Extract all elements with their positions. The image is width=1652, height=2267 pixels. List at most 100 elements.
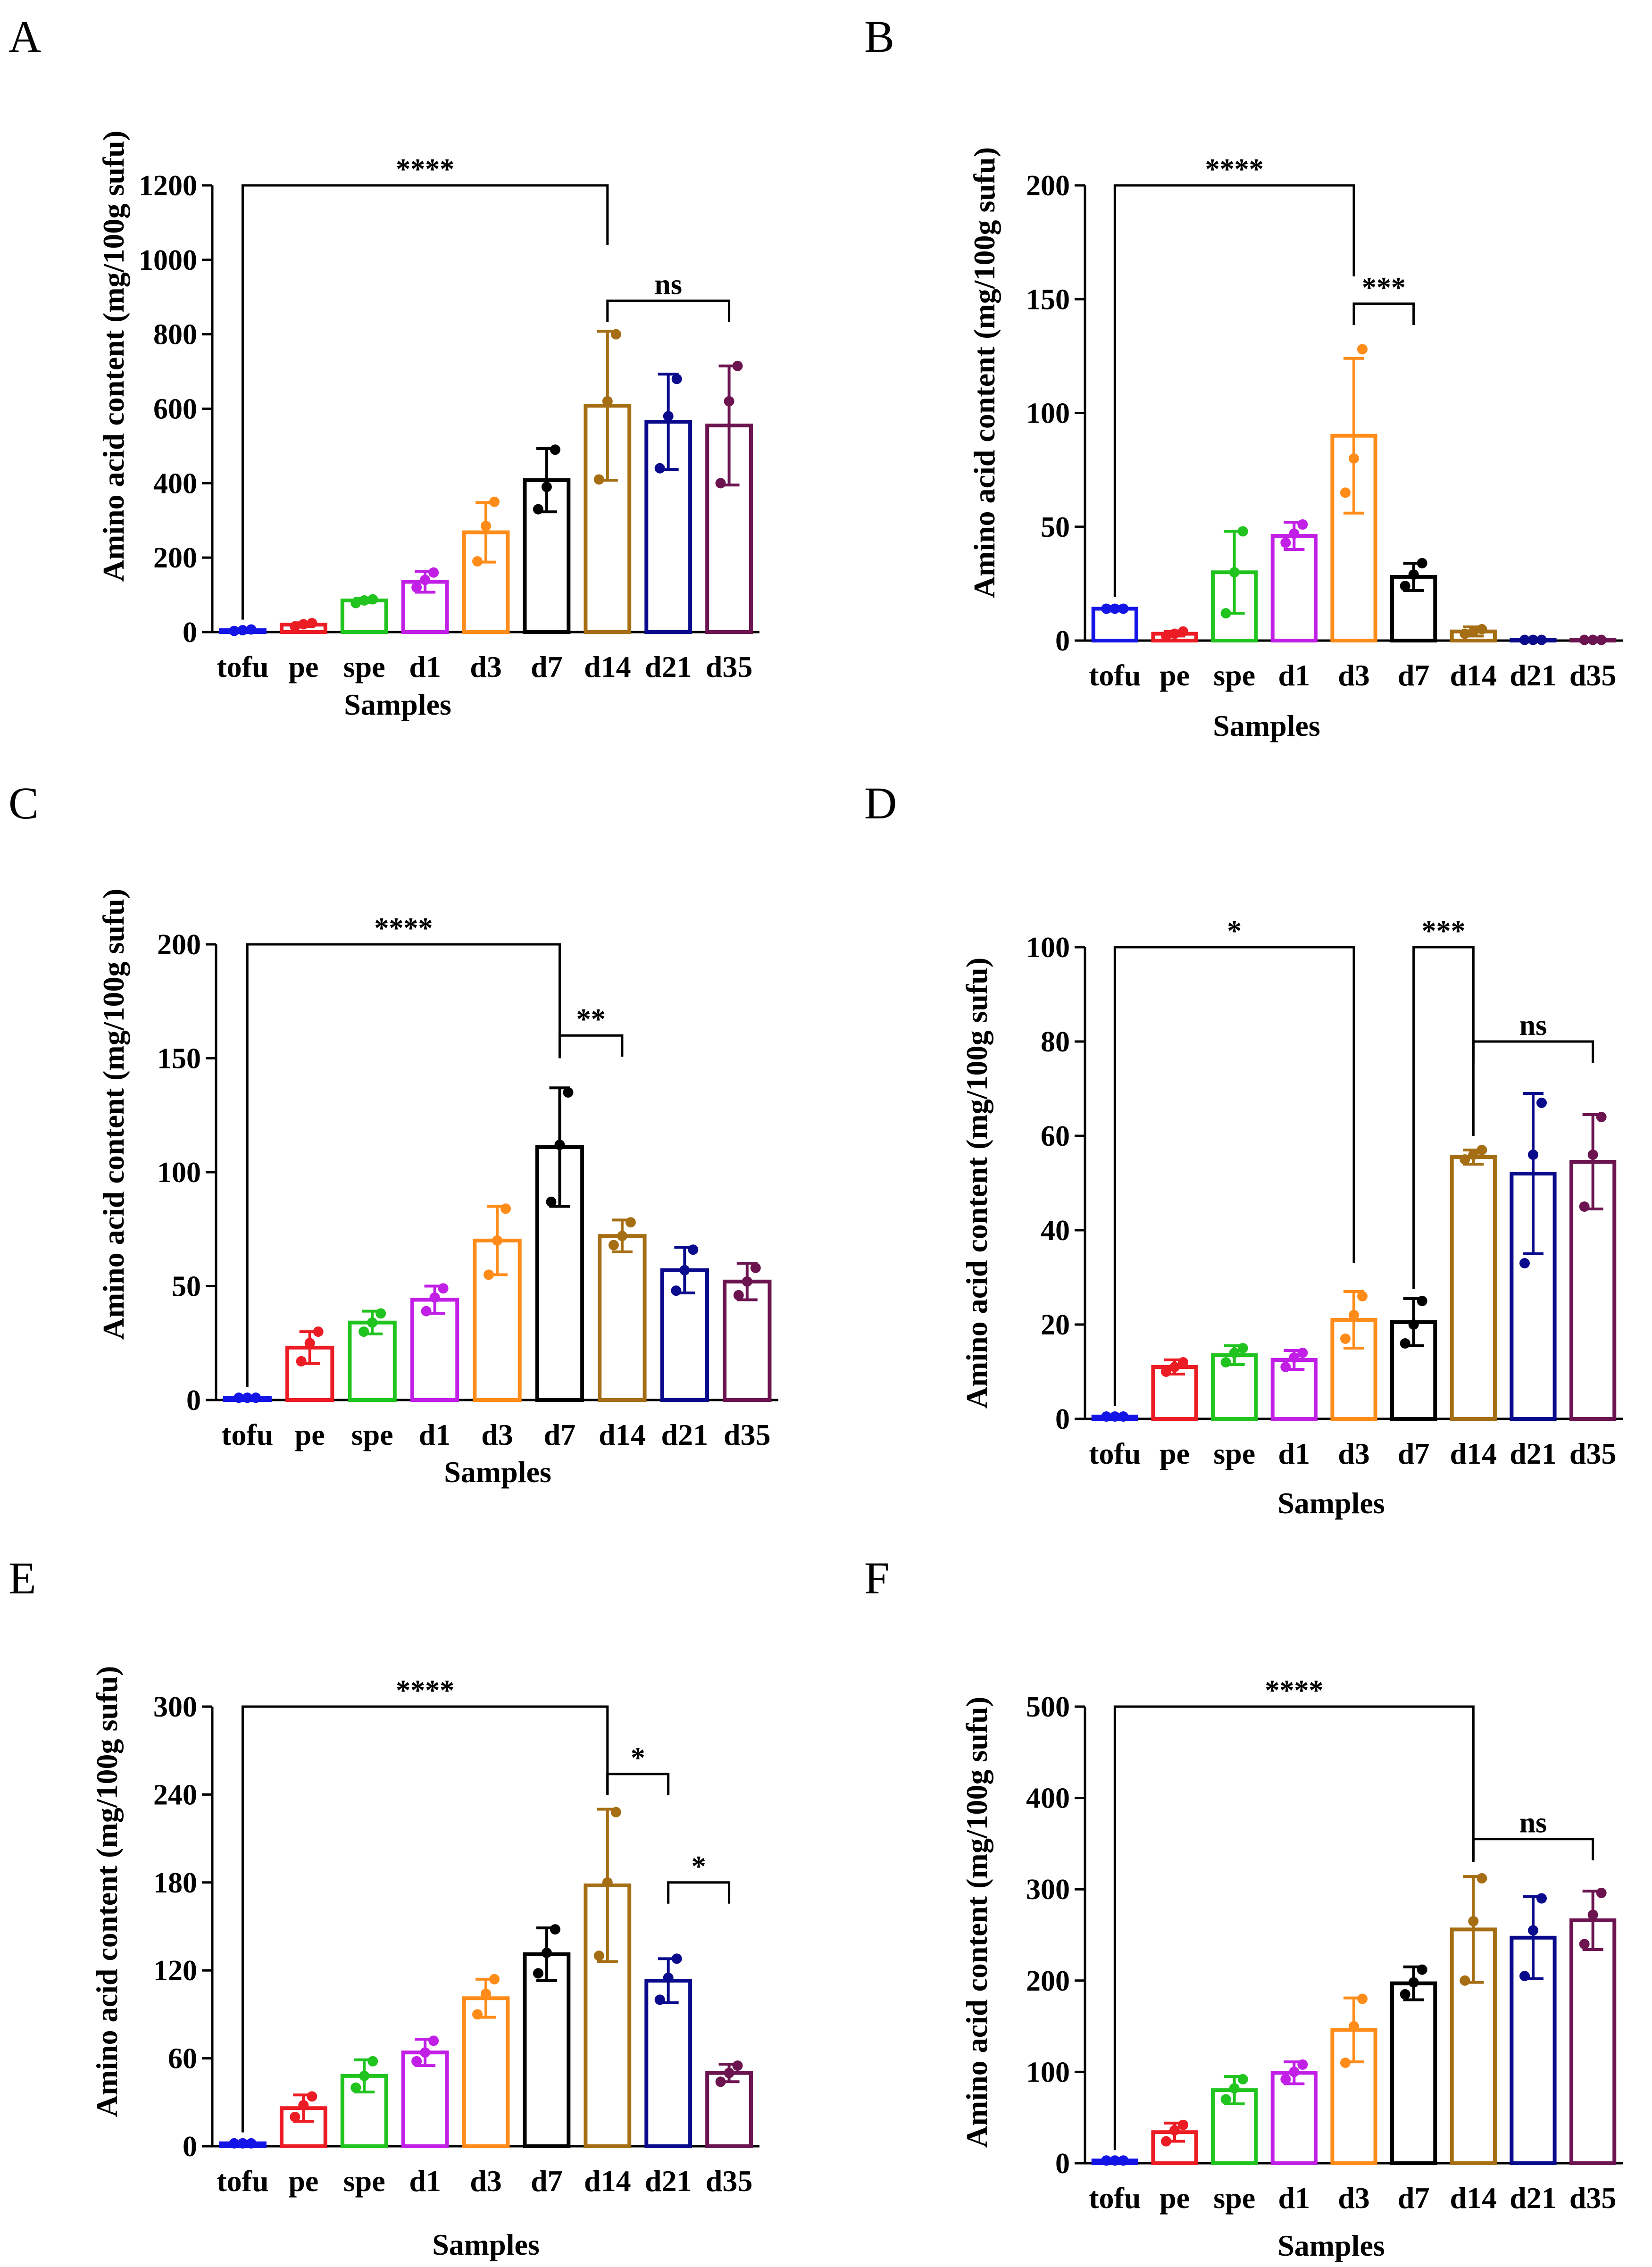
panel-f-ytick-label: 300 [1026, 1874, 1070, 1906]
panel-a-point-d21 [654, 463, 665, 474]
panel-f-point-d14 [1468, 1916, 1479, 1926]
panel-a-ytick-label: 200 [153, 542, 197, 574]
panel-f-letter: F [864, 1553, 889, 1603]
panel-d-sig-bracket [1412, 946, 1475, 1289]
panel-d-point-d7 [1400, 1338, 1410, 1349]
panel-e-point-d14 [593, 1950, 604, 1961]
panel-b-sig-bracket [1352, 302, 1415, 325]
panel-c-point-d14 [617, 1231, 627, 1242]
panel-f-ytick-label: 200 [1026, 1965, 1070, 1997]
panel-f-ytick-label: 0 [1055, 2148, 1070, 2180]
panel-f-ytick-label: 100 [1026, 2056, 1070, 2088]
panel-c-xtick-label-pe: pe [295, 1418, 325, 1451]
panel-b-point-d7 [1400, 581, 1410, 592]
panel-e-point-d7 [541, 1947, 552, 1958]
panel-e-xtick-label-pe: pe [288, 2164, 318, 2198]
panel-c-sig-label: ** [576, 1003, 606, 1035]
panel-c-ytick-label: 150 [157, 1043, 201, 1075]
panel-a-ytick-label: 1200 [139, 170, 197, 202]
panel-e-point-d7 [550, 1924, 560, 1935]
panel-a-point-d21 [663, 411, 674, 422]
panel-c-point-pe [313, 1326, 324, 1337]
panel-b-point-spe [1237, 526, 1248, 537]
panel-a-point-spe [359, 595, 370, 606]
panel-e-point-spe [350, 2082, 361, 2093]
panel-d-point-d3 [1340, 1334, 1351, 1344]
panel-d-sig-label: * [1227, 915, 1242, 947]
panel-d-point-d35 [1596, 1112, 1607, 1122]
panel-d-point-pe [1161, 1367, 1171, 1377]
panel-e-bar-d3 [462, 1996, 510, 2148]
panel-d-point-d21 [1536, 1098, 1547, 1108]
panel-d-point-pe [1169, 1362, 1180, 1372]
panel-d-point-d7 [1408, 1319, 1419, 1330]
panel-a-sig-label: ns [654, 269, 682, 301]
panel-c-point-d21 [671, 1285, 682, 1296]
panel-a-point-pe [298, 619, 309, 630]
panel-b-point-d21 [1519, 634, 1530, 645]
panel-f-sig-bracket [1113, 1705, 1475, 2150]
panel-e-point-d35 [715, 2076, 726, 2087]
panel-b-ytick-label: 50 [1041, 511, 1070, 543]
panel-e-ytick-label: 180 [153, 1867, 197, 1899]
panel-b-xtick-label-d1: d1 [1278, 658, 1310, 692]
panel-a-point-pe [307, 618, 317, 629]
panel-c-ytick-label: 0 [186, 1384, 201, 1417]
panel-d-xtick-label-tofu: tofu [1089, 1437, 1141, 1470]
panel-d-point-tofu [1118, 1411, 1129, 1422]
panel-f-point-tofu [1118, 2155, 1129, 2166]
panel-c-point-spe [359, 1326, 369, 1337]
panel-e-point-tofu [237, 2138, 248, 2149]
panel-c-point-d7 [563, 1087, 574, 1098]
panel-f-point-d7 [1400, 1989, 1410, 2000]
panel-d-point-d14 [1477, 1145, 1487, 1155]
panel-b-point-d35 [1587, 634, 1598, 645]
panel-d-ytick-label: 80 [1041, 1026, 1070, 1058]
panel-c-point-d14 [608, 1240, 619, 1250]
panel-a-point-d1 [428, 567, 439, 578]
panel-b-point-d21 [1528, 634, 1538, 645]
panel-c-letter: C [8, 778, 39, 828]
panel-e-point-d1 [411, 2056, 422, 2067]
panel-c-point-spe [367, 1317, 378, 1328]
panel-e-sig-bracket [667, 1881, 731, 1904]
panel-f-bar-d35 [1569, 1918, 1617, 2165]
panel-f-point-d35 [1596, 1887, 1607, 1898]
panel-a-xtick-label-d14: d14 [584, 650, 631, 683]
panel-e-sig-bracket [606, 1773, 670, 1795]
panel-b-point-d3 [1357, 344, 1368, 355]
panel-c-ytick-label: 50 [172, 1271, 201, 1303]
panel-e-point-d21 [663, 1972, 674, 1983]
panel-d-point-spe [1237, 1343, 1248, 1353]
panel-f-xtick-label-pe: pe [1160, 2181, 1190, 2215]
panel-e-sig-label: * [692, 1850, 706, 1883]
panel-e-point-pe [298, 2100, 309, 2111]
panel-e-ytick-label: 240 [153, 1779, 197, 1811]
panel-a-ytick-label: 800 [153, 319, 197, 351]
panel-a-point-d7 [541, 482, 552, 492]
panel-a-point-d7 [550, 444, 560, 455]
panel-c-xtick-label-tofu: tofu [221, 1418, 273, 1451]
panel-d-sig-bracket [1113, 946, 1355, 1406]
panel-c-point-d1 [429, 1292, 440, 1303]
panel-e-point-spe [367, 2056, 378, 2067]
panel-f-xlabel: Samples [1277, 2229, 1385, 2262]
panel-a-sig-bracket [241, 184, 609, 620]
panel-e-point-d14 [602, 1877, 613, 1888]
panel-d-ytick-label: 100 [1026, 932, 1070, 964]
panel-c-point-d3 [484, 1269, 494, 1280]
panel-a-point-tofu [229, 625, 240, 636]
panel-a-ytick-label: 600 [153, 393, 197, 425]
panel-e-point-d3 [481, 1988, 491, 1999]
panel-d-point-d21 [1528, 1150, 1538, 1160]
panel-c-point-d7 [554, 1140, 565, 1150]
panel-f-point-pe [1169, 2125, 1180, 2136]
panel-a-point-d14 [593, 474, 604, 485]
panel-a-point-d3 [472, 556, 483, 567]
panel-e-point-d14 [610, 1807, 621, 1817]
panel-c-point-d1 [421, 1306, 432, 1317]
panel-e-xtick-label-d7: d7 [531, 2164, 563, 2198]
panel-e-ytick-label: 300 [153, 1691, 197, 1723]
panel-a-xtick-label-d1: d1 [409, 650, 441, 683]
panel-b-sig-label: **** [1205, 153, 1264, 185]
